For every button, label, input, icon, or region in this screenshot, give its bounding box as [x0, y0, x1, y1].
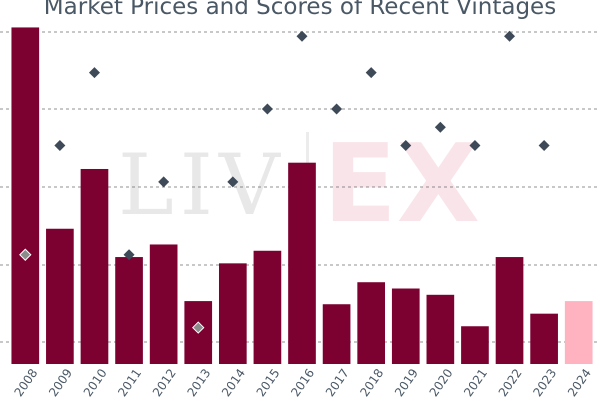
x-tick-label-2019: 2019 [392, 366, 421, 399]
x-tick-label-2011: 2011 [115, 366, 144, 399]
score-marker-2022 [504, 30, 516, 42]
bar-2019 [391, 288, 420, 364]
bar-2022 [495, 257, 524, 364]
score-marker-2010 [88, 67, 100, 79]
bar-2015 [253, 250, 282, 364]
score-marker-2014 [227, 176, 239, 188]
bar-2020 [426, 294, 455, 364]
bar-2012 [149, 244, 178, 364]
x-tick-label-2024: 2024 [565, 366, 594, 399]
score-marker-2011 [123, 249, 135, 261]
score-marker-2023 [538, 139, 550, 151]
x-tick-label-2017: 2017 [323, 366, 352, 399]
bar-2014 [218, 263, 247, 364]
bar-2016 [288, 162, 316, 364]
x-tick-label-2008: 2008 [12, 366, 41, 399]
bar-2009 [46, 228, 74, 364]
bar-2008 [11, 27, 40, 364]
score-markers [19, 30, 550, 334]
bar-2018 [357, 282, 386, 364]
x-tick-label-2012: 2012 [150, 366, 179, 399]
score-marker-2012 [158, 176, 170, 188]
x-tick-label-2013: 2013 [184, 366, 213, 399]
x-tick-label-2022: 2022 [496, 366, 525, 399]
x-axis-tick-labels: 2008 2009 2010 2011 2012 2013 2014 2015 2016 2017… [12, 366, 594, 399]
chart-title: Market Prices and Scores of Recent Vinta… [43, 0, 557, 20]
score-marker-2019 [400, 139, 412, 151]
bar-2011 [115, 257, 143, 364]
score-marker-2009 [54, 139, 66, 151]
bar-2023 [530, 313, 558, 364]
score-marker-2016 [296, 30, 308, 42]
x-tick-label-2018: 2018 [357, 366, 386, 399]
score-marker-2021 [469, 139, 481, 151]
score-marker-2008 [19, 248, 32, 261]
x-tick-label-2020: 2020 [427, 366, 456, 399]
bar-2017 [322, 304, 351, 364]
score-marker-2015 [261, 103, 273, 115]
x-tick-label-2021: 2021 [461, 366, 490, 399]
x-tick-label-2016: 2016 [288, 366, 317, 399]
score-marker-2020 [434, 121, 446, 133]
x-tick-label-2010: 2010 [81, 366, 110, 399]
x-tick-label-2014: 2014 [219, 366, 248, 399]
bar-2021 [461, 326, 489, 364]
score-marker-2018 [365, 67, 377, 79]
score-marker-2017 [331, 103, 343, 115]
score-marker-2013 [192, 321, 205, 334]
x-tick-label-2023: 2023 [530, 366, 559, 399]
bar-2024 [564, 301, 593, 364]
x-tick-label-2009: 2009 [46, 366, 75, 399]
x-tick-label-2015: 2015 [254, 366, 283, 399]
bar-series [11, 27, 593, 364]
bar-2010 [80, 168, 109, 364]
